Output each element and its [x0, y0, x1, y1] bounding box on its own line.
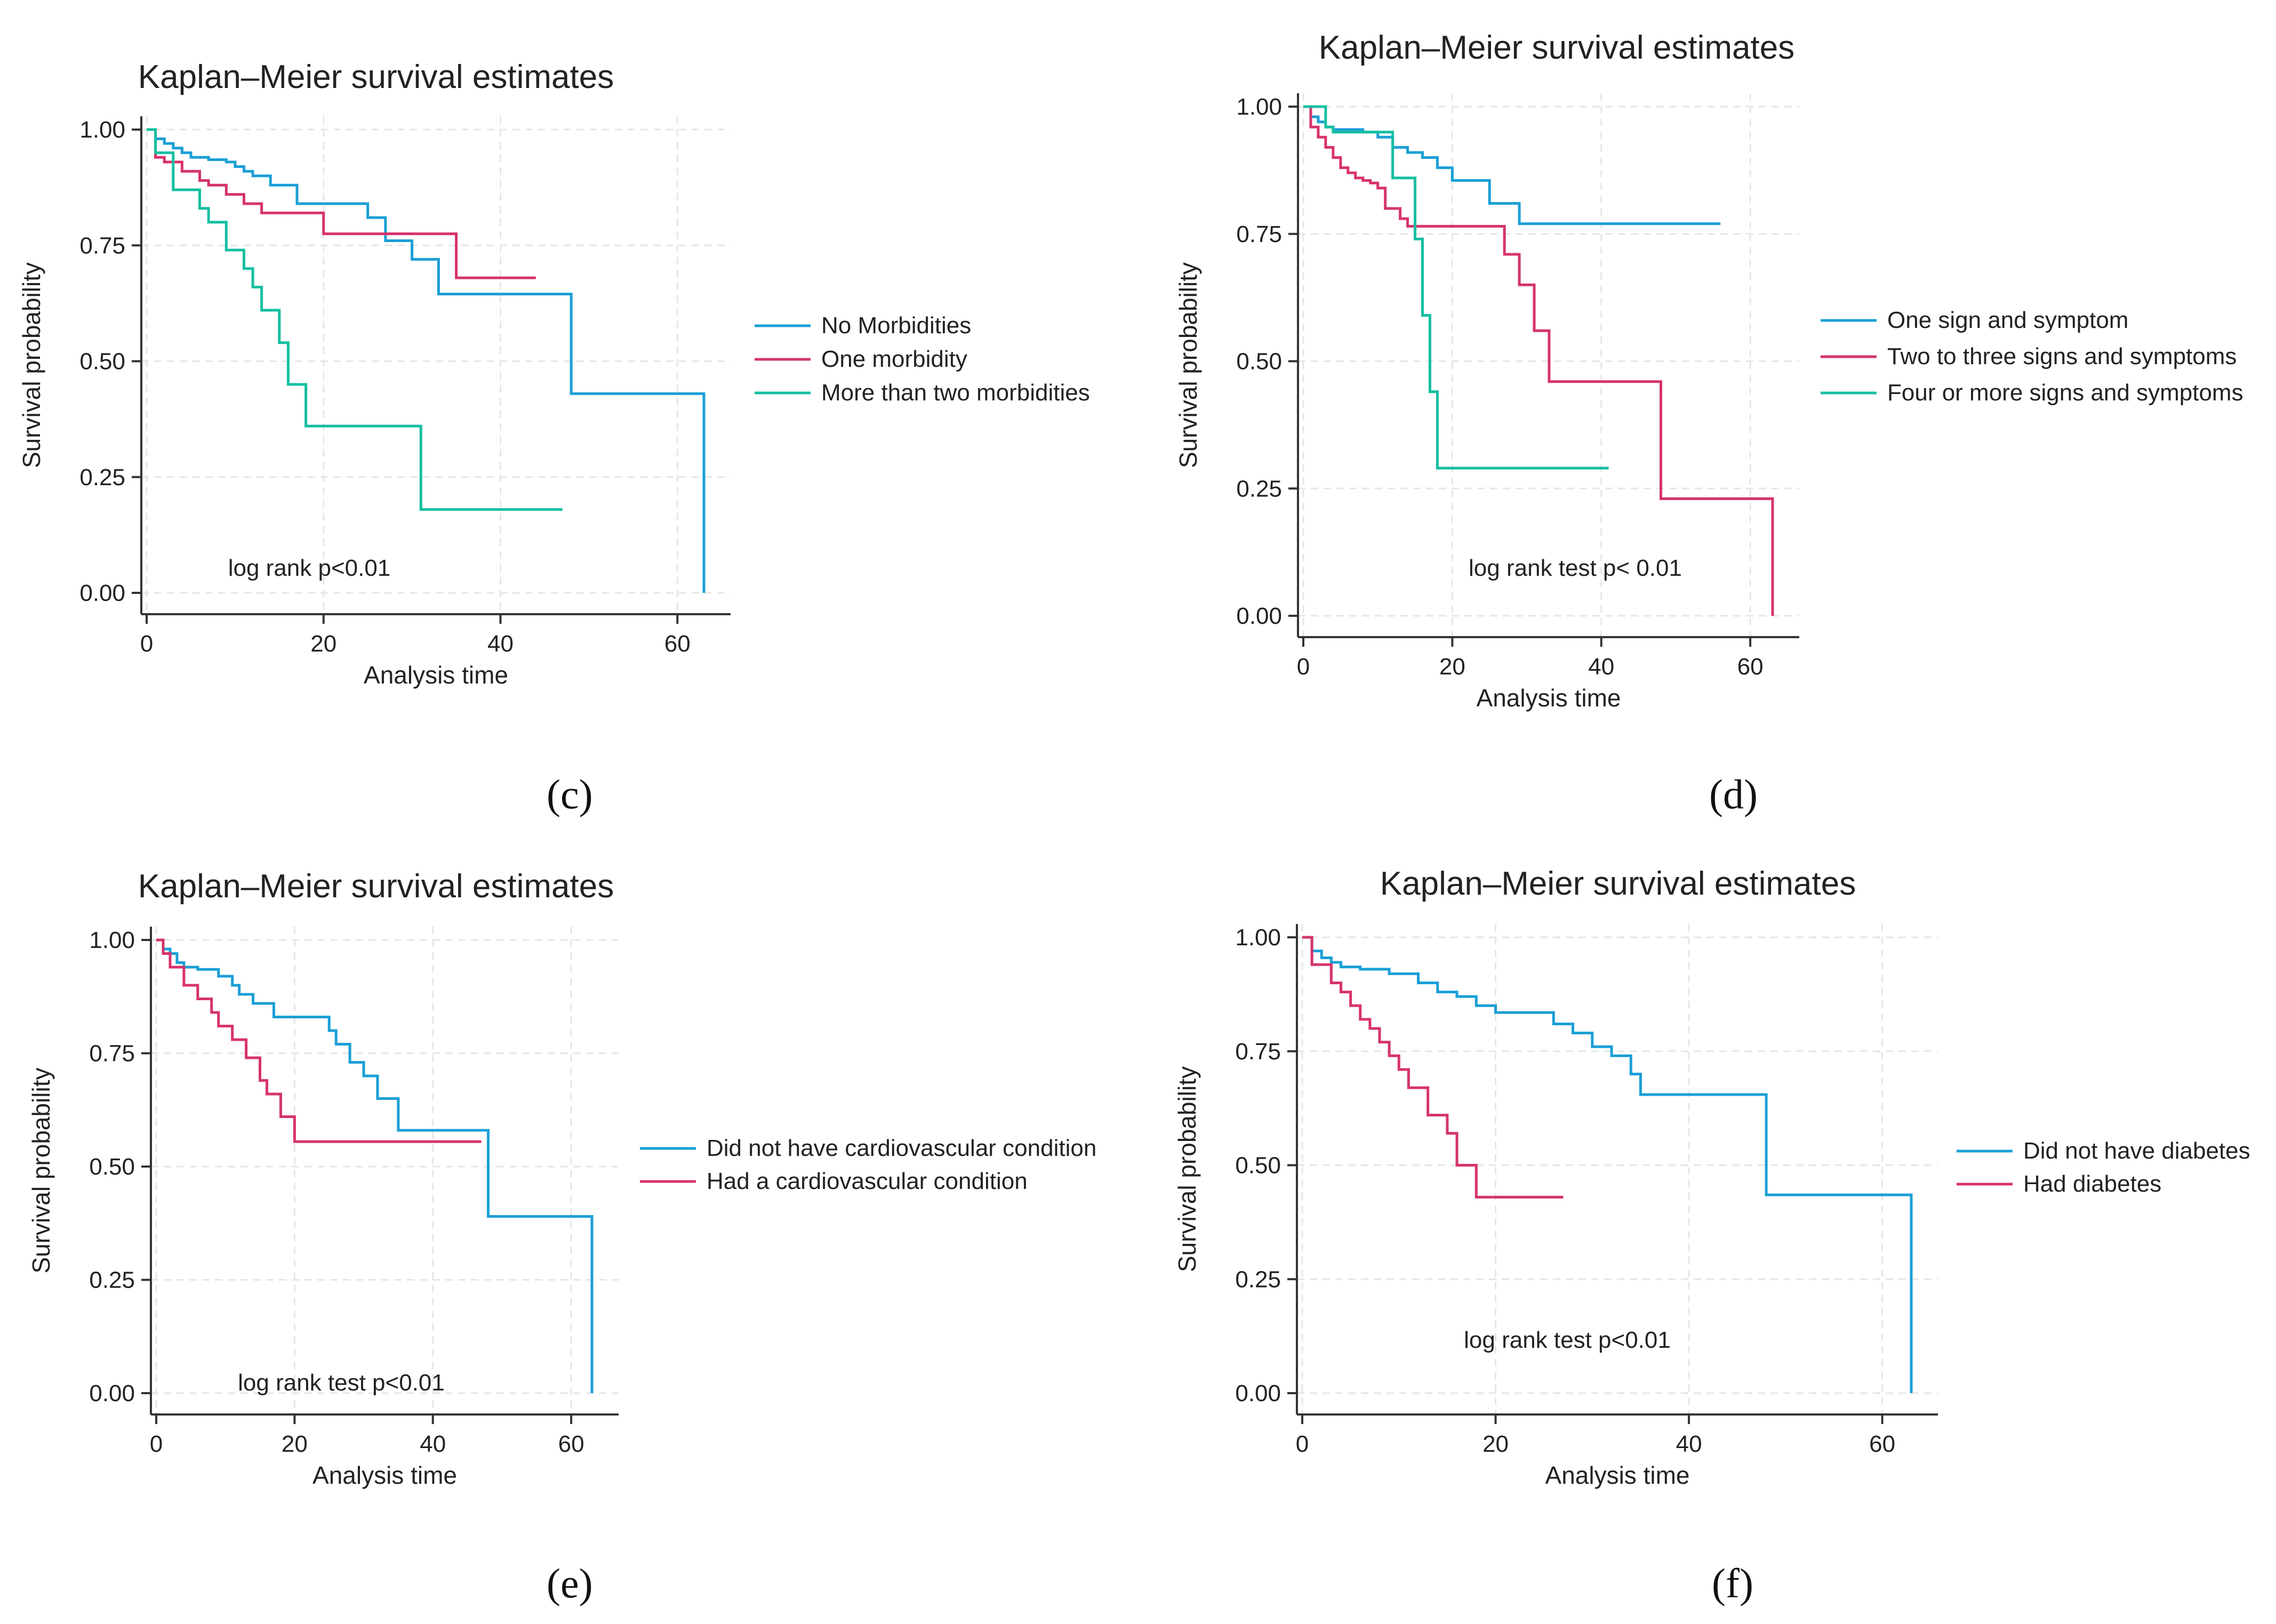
y-tick-label: 0.50	[79, 349, 125, 375]
y-tick-label: 0.75	[1235, 1039, 1281, 1065]
x-axis-label: Analysis time	[312, 1461, 457, 1489]
chart-title: Kaplan–Meier survival estimates	[138, 868, 614, 905]
y-tick-label: 0.25	[89, 1267, 135, 1293]
y-tick-label: 1.00	[1235, 924, 1281, 951]
x-tick-label: 60	[664, 631, 691, 657]
x-tick-label: 0	[1296, 1431, 1309, 1457]
x-tick-label: 0	[150, 1431, 163, 1457]
km-chart-f: 0.00 0.25 0.50 0.75 1.00 0 20 40 60 Kaplan–Meier …	[1173, 865, 2250, 1489]
series-line-2	[156, 938, 482, 1143]
x-tick-label: 60	[558, 1431, 584, 1457]
y-tick-label: 0.00	[1236, 603, 1282, 629]
log-rank-annotation: log rank p<0.01	[228, 555, 391, 581]
y-axis-label: Survival probability	[18, 262, 45, 468]
y-tick-label: 0.75	[1236, 221, 1282, 247]
x-tick-label: 40	[1676, 1431, 1702, 1457]
legend-label: Two to three signs and symptoms	[1887, 343, 2237, 369]
x-axis-label: Analysis time	[364, 661, 508, 689]
legend-label: Had diabetes	[2023, 1171, 2161, 1197]
x-tick-label: 20	[1482, 1431, 1509, 1457]
y-tick-label: 1.00	[1236, 94, 1282, 120]
legend-label: More than two morbidities	[821, 380, 1090, 406]
x-tick-label: 0	[1297, 654, 1310, 680]
legend-label: Did not have diabetes	[2023, 1138, 2250, 1164]
x-tick-label: 60	[1869, 1431, 1895, 1457]
x-tick-label: 0	[140, 631, 153, 657]
y-tick-label: 0.00	[89, 1380, 135, 1406]
km-chart-c: 0.00 0.25 0.50 0.75 1.00 0 20 40 60 Kaplan–Meier …	[18, 59, 1090, 689]
panel-label-f: (f)	[1712, 1560, 1753, 1606]
panel-label-d: (d)	[1709, 771, 1758, 817]
y-tick-label: 1.00	[89, 927, 135, 953]
legend-label: One morbidity	[821, 346, 967, 372]
panel-label-e: (e)	[547, 1560, 593, 1606]
y-axis-label: Survival probability	[1174, 262, 1202, 468]
chart-title: Kaplan–Meier survival estimates	[1380, 865, 1856, 902]
y-tick-label: 0.75	[79, 232, 125, 259]
y-axis-label: Survival probability	[27, 1067, 55, 1273]
log-rank-annotation: log rank test p<0.01	[238, 1370, 445, 1396]
legend-label: Had a cardiovascular condition	[707, 1168, 1028, 1194]
x-tick-label: 20	[310, 631, 336, 657]
y-tick-label: 1.00	[79, 117, 125, 143]
x-tick-label: 20	[1439, 654, 1465, 680]
series-line-1	[156, 938, 594, 1393]
y-tick-label: 0.25	[79, 464, 125, 491]
series-line-3	[1303, 105, 1609, 470]
chart-title: Kaplan–Meier survival estimates	[138, 59, 614, 95]
legend-label: Did not have cardiovascular condition	[707, 1135, 1096, 1161]
y-axis-label: Survival probability	[1173, 1066, 1201, 1272]
series-line-1	[1302, 936, 1913, 1393]
series-line-1	[147, 128, 706, 593]
y-tick-label: 0.50	[89, 1154, 135, 1180]
x-tick-label: 40	[487, 631, 514, 657]
y-tick-label: 0.50	[1235, 1153, 1281, 1179]
x-axis-label: Analysis time	[1545, 1461, 1690, 1489]
y-tick-label: 0.00	[1235, 1380, 1281, 1406]
series-line-3	[147, 128, 563, 511]
series-line-2	[1303, 105, 1774, 616]
log-rank-annotation: log rank test p< 0.01	[1469, 555, 1682, 581]
chart-title: Kaplan–Meier survival estimates	[1319, 29, 1795, 66]
x-tick-label: 20	[282, 1431, 308, 1457]
legend-label: One sign and symptom	[1887, 307, 2128, 333]
x-tick-label: 40	[1588, 654, 1614, 680]
y-tick-label: 0.75	[89, 1041, 135, 1067]
x-axis-label: Analysis time	[1477, 684, 1621, 712]
log-rank-annotation: log rank test p<0.01	[1464, 1327, 1671, 1353]
series-line-2	[1302, 936, 1564, 1199]
km-chart-d: 0.00 0.25 0.50 0.75 1.00 0 20 40 60 Kaplan–Meier …	[1174, 29, 2243, 712]
series-line-2	[147, 128, 536, 279]
y-tick-label: 0.00	[79, 580, 125, 606]
legend-label: No Morbidities	[821, 312, 971, 339]
x-tick-label: 60	[1737, 654, 1764, 680]
y-tick-label: 0.25	[1236, 476, 1282, 502]
series-line-1	[1303, 105, 1721, 226]
legend-label: Four or more signs and symptoms	[1887, 380, 2243, 406]
x-tick-label: 40	[420, 1431, 446, 1457]
y-tick-label: 0.25	[1235, 1266, 1281, 1292]
panel-label-c: (c)	[547, 771, 593, 817]
y-tick-label: 0.50	[1236, 349, 1282, 375]
km-chart-e: 0.00 0.25 0.50 0.75 1.00 0 20 40 60 Kaplan–Meier …	[27, 868, 1096, 1489]
